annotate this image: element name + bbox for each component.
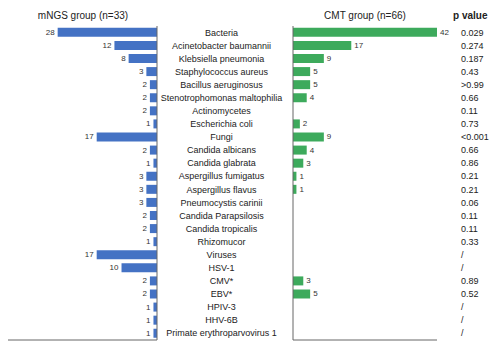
svg-text:0.11: 0.11: [461, 106, 478, 116]
svg-text:Rhizomucor: Rhizomucor: [197, 237, 245, 247]
svg-text:HSV-1: HSV-1: [208, 263, 234, 273]
svg-text:Actinomycetes: Actinomycetes: [192, 106, 251, 116]
svg-text:1: 1: [146, 329, 151, 338]
svg-text:/: /: [461, 263, 464, 273]
svg-text:0.52: 0.52: [461, 289, 479, 299]
svg-text:0.73: 0.73: [461, 119, 479, 129]
svg-text:4: 4: [310, 146, 315, 155]
svg-text:/: /: [461, 302, 464, 312]
svg-text:4: 4: [310, 93, 315, 102]
svg-text:0.029: 0.029: [461, 28, 484, 38]
svg-text:2: 2: [142, 80, 147, 89]
svg-text:5: 5: [313, 289, 318, 298]
svg-text:0.11: 0.11: [461, 211, 478, 221]
svg-text:3: 3: [306, 159, 311, 168]
svg-text:Bacteria: Bacteria: [205, 28, 238, 38]
svg-text:0.89: 0.89: [461, 276, 479, 286]
svg-text:Bacillus aeruginosus: Bacillus aeruginosus: [180, 80, 263, 90]
svg-text:2: 2: [142, 289, 147, 298]
svg-text:3: 3: [139, 172, 144, 181]
svg-text:1: 1: [146, 159, 151, 168]
svg-text:28: 28: [46, 28, 55, 37]
svg-text:Escherichia coli: Escherichia coli: [190, 119, 253, 129]
svg-text:2: 2: [142, 224, 147, 233]
svg-text:Primate erythroparvovirus 1: Primate erythroparvovirus 1: [166, 328, 277, 338]
svg-text:Aspergillus flavus: Aspergillus flavus: [186, 185, 257, 195]
svg-text:2: 2: [142, 276, 147, 285]
svg-text:2: 2: [303, 119, 308, 128]
svg-text:1: 1: [146, 119, 151, 128]
svg-text:0.187: 0.187: [461, 54, 484, 64]
svg-text:Aspergillus fumigatus: Aspergillus fumigatus: [179, 171, 265, 181]
svg-text:3: 3: [139, 185, 144, 194]
svg-text:3: 3: [139, 198, 144, 207]
html-text:CMT group (n=66): CMT group (n=66): [324, 10, 406, 21]
svg-text:17: 17: [85, 250, 94, 259]
html-text:p value: p value: [453, 10, 488, 21]
svg-text:1: 1: [146, 303, 151, 312]
svg-text:Stenotrophomonas maltophilia: Stenotrophomonas maltophilia: [161, 93, 283, 103]
svg-text:/: /: [461, 250, 464, 260]
svg-text:9: 9: [327, 132, 332, 141]
svg-text:1: 1: [146, 237, 151, 246]
svg-text:0.66: 0.66: [461, 145, 479, 155]
svg-text:10: 10: [110, 263, 119, 272]
svg-text:Candida tropicalis: Candida tropicalis: [186, 224, 258, 234]
svg-text:1: 1: [146, 316, 151, 325]
svg-text:HHV-6B: HHV-6B: [205, 315, 238, 325]
svg-text:CMV*: CMV*: [210, 276, 234, 286]
svg-text:Viruses: Viruses: [207, 250, 237, 260]
svg-text:2: 2: [142, 211, 147, 220]
svg-text:Staphylococcus aureus: Staphylococcus aureus: [175, 67, 269, 77]
svg-text:42: 42: [440, 28, 449, 37]
svg-text:0.86: 0.86: [461, 158, 479, 168]
svg-text:Acinetobacter baumannii: Acinetobacter baumannii: [172, 41, 271, 51]
svg-text:1: 1: [299, 172, 304, 181]
svg-text:/: /: [461, 315, 464, 325]
svg-text:Candida glabrata: Candida glabrata: [187, 158, 256, 168]
svg-text:Candida albicans: Candida albicans: [187, 145, 257, 155]
svg-text:3: 3: [139, 67, 144, 76]
svg-text:2: 2: [142, 146, 147, 155]
svg-text:0.66: 0.66: [461, 93, 479, 103]
svg-text:/: /: [461, 328, 464, 338]
svg-text:17: 17: [354, 41, 363, 50]
svg-text:0.33: 0.33: [461, 237, 479, 247]
svg-text:EBV*: EBV*: [211, 289, 233, 299]
svg-text:Pneumocystis carinii: Pneumocystis carinii: [180, 198, 262, 208]
svg-text:9: 9: [327, 54, 332, 63]
svg-text:HPIV-3: HPIV-3: [207, 302, 236, 312]
svg-text:<0.001: <0.001: [461, 132, 489, 142]
svg-text:0.21: 0.21: [461, 185, 479, 195]
svg-text:8: 8: [121, 54, 126, 63]
svg-text:2: 2: [142, 106, 147, 115]
svg-text:5: 5: [313, 67, 318, 76]
svg-text:1: 1: [299, 185, 304, 194]
svg-text:0.11: 0.11: [461, 224, 478, 234]
svg-text:5: 5: [313, 80, 318, 89]
svg-text:3: 3: [306, 276, 311, 285]
svg-text:0.274: 0.274: [461, 41, 484, 51]
svg-text:Fungi: Fungi: [210, 132, 233, 142]
svg-text:2: 2: [142, 93, 147, 102]
svg-text:0.21: 0.21: [461, 171, 479, 181]
svg-text:12: 12: [103, 41, 112, 50]
svg-text:Candida Parapsilosis: Candida Parapsilosis: [179, 211, 264, 221]
svg-text:>0.99: >0.99: [461, 80, 484, 90]
svg-text:Klebsiella pneumonia: Klebsiella pneumonia: [179, 54, 265, 64]
html-text:mNGS group (n=33): mNGS group (n=33): [37, 10, 129, 21]
svg-text:0.06: 0.06: [461, 198, 479, 208]
svg-text:0.43: 0.43: [461, 67, 479, 77]
svg-text:17: 17: [85, 132, 94, 141]
